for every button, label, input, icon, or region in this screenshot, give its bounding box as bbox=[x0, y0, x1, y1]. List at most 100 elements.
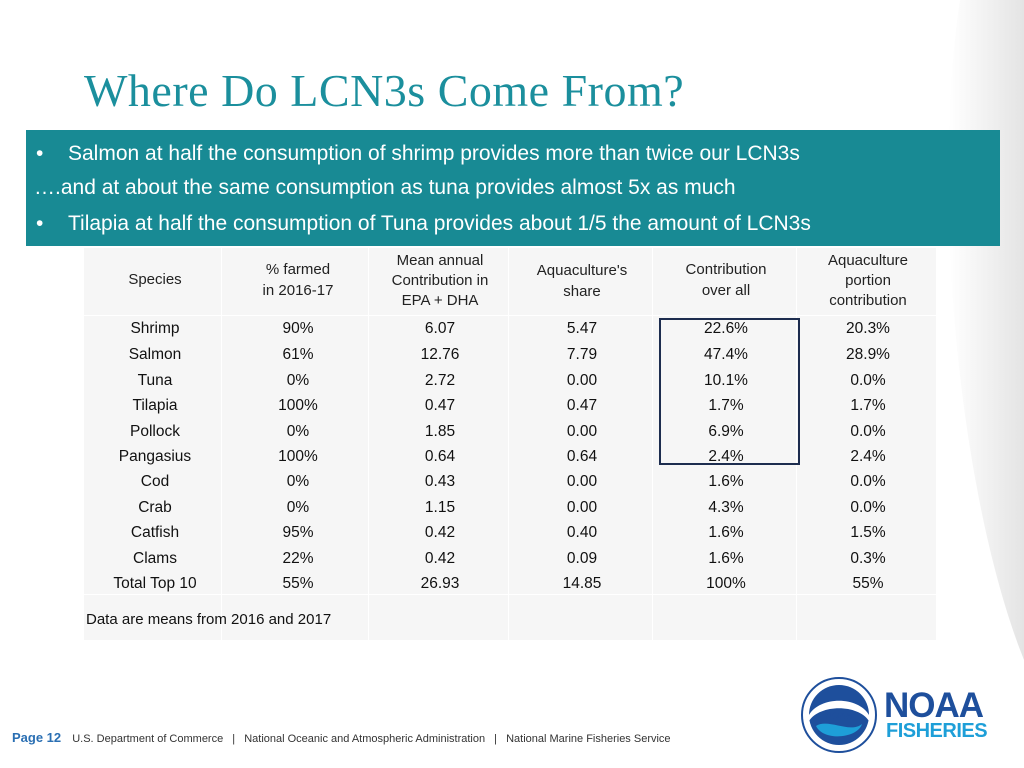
footer: Page 12 U.S. Department of Commerce | Na… bbox=[12, 730, 671, 745]
table-cell: 0.40 bbox=[566, 524, 598, 541]
table-cell: 0.00 bbox=[566, 499, 598, 516]
table-cell: 0.00 bbox=[566, 372, 598, 389]
table-note: Data are means from 2016 and 2017 bbox=[86, 611, 332, 628]
column-header: over all bbox=[701, 282, 751, 299]
table-cell: 0.43 bbox=[424, 473, 456, 490]
species-cell: Shrimp bbox=[130, 320, 180, 337]
column-header: Aquaculture bbox=[827, 252, 909, 269]
table-cell: 2.4% bbox=[850, 448, 886, 465]
column-header: Species bbox=[128, 271, 182, 288]
noaa-seal-icon: NOAA bbox=[801, 677, 877, 753]
species-cell: Pangasius bbox=[118, 448, 192, 465]
species-cell: Crab bbox=[138, 499, 172, 516]
table-cell: 1.5% bbox=[850, 524, 886, 541]
bullet-text: Tilapia at half the consumption of Tuna … bbox=[68, 212, 811, 235]
page-number: Page 12 bbox=[12, 730, 62, 745]
column-header: Mean annual bbox=[396, 252, 484, 269]
table-cell: 90% bbox=[282, 320, 314, 337]
table-cell: 22.6% bbox=[704, 320, 748, 337]
table-cell: 28.9% bbox=[846, 346, 890, 363]
table-cell: 1.15 bbox=[424, 499, 456, 516]
seal-text: NOAA bbox=[826, 711, 853, 721]
table-cell: 12.76 bbox=[420, 346, 460, 363]
table-cell: 0.0% bbox=[850, 372, 886, 389]
column-header: Contribution in bbox=[391, 272, 489, 289]
bullet-marker: • bbox=[36, 212, 44, 235]
table-cell: 0.09 bbox=[566, 550, 598, 567]
bullet-marker: • bbox=[36, 142, 44, 165]
table-cell: 0.0% bbox=[850, 473, 886, 490]
column-header: share bbox=[563, 283, 601, 300]
table-cell: 0% bbox=[286, 372, 310, 389]
table-cell: 0.3% bbox=[850, 550, 886, 567]
noaa-wordmark: NOAA bbox=[884, 686, 984, 725]
table-cell: 0.64 bbox=[424, 448, 456, 465]
table-cell: 22% bbox=[282, 550, 314, 567]
species-cell: Clams bbox=[133, 550, 177, 567]
table-cell: 0.64 bbox=[566, 448, 598, 465]
column-header: contribution bbox=[829, 292, 907, 309]
footer-separator: | bbox=[494, 733, 498, 745]
table-cell: 10.1% bbox=[704, 372, 748, 389]
footer-noaa: National Oceanic and Atmospheric Adminis… bbox=[244, 733, 486, 745]
table-cell: 6.9% bbox=[708, 423, 744, 440]
table-cell: 6.07 bbox=[424, 320, 456, 337]
column-header: Contribution bbox=[685, 261, 767, 278]
table-cell: 0% bbox=[286, 423, 310, 440]
table-cell: 1.7% bbox=[850, 397, 886, 414]
column-header: in 2016-17 bbox=[262, 282, 334, 299]
data-table bbox=[84, 248, 936, 640]
table-cell: 95% bbox=[282, 524, 314, 541]
table-cell: 20.3% bbox=[846, 320, 890, 337]
table-cell: 0.0% bbox=[850, 499, 886, 516]
column-header: Aquaculture's bbox=[536, 262, 628, 279]
slide-title: Where Do LCN3s Come From? bbox=[84, 65, 685, 116]
table-cell: 100% bbox=[706, 575, 746, 592]
species-cell: Cod bbox=[140, 473, 170, 490]
table-cell: 2.4% bbox=[708, 448, 744, 465]
table-cell: 1.6% bbox=[708, 473, 744, 490]
table-cell: 1.6% bbox=[708, 524, 744, 541]
table-cell: 4.3% bbox=[708, 499, 744, 516]
table-cell: 0.47 bbox=[424, 397, 456, 414]
bullet-text: ….and at about the same consumption as t… bbox=[34, 176, 736, 199]
table-cell: 61% bbox=[282, 346, 314, 363]
table-cell: 0% bbox=[286, 499, 310, 516]
column-header: % farmed bbox=[265, 261, 331, 278]
table-cell: 55% bbox=[852, 575, 884, 592]
table-cell: 0% bbox=[286, 473, 310, 490]
table-cell: 5.47 bbox=[566, 320, 598, 337]
column-header: EPA + DHA bbox=[401, 292, 479, 309]
table-cell: 7.79 bbox=[566, 346, 598, 363]
table-cell: 0.00 bbox=[566, 473, 598, 490]
species-cell: Total Top 10 bbox=[113, 575, 197, 592]
table-cell: 0.00 bbox=[566, 423, 598, 440]
table-cell: 47.4% bbox=[704, 346, 748, 363]
species-cell: Catfish bbox=[130, 524, 180, 541]
table-cell: 14.85 bbox=[562, 575, 602, 592]
table-cell: 100% bbox=[278, 397, 318, 414]
column-header: portion bbox=[845, 272, 891, 289]
table-cell: 0.42 bbox=[424, 550, 456, 567]
species-cell: Tuna bbox=[137, 372, 173, 389]
table-cell: 55% bbox=[282, 575, 314, 592]
highlight-box bbox=[659, 318, 800, 465]
bullet-text: Salmon at half the consumption of shrimp… bbox=[68, 142, 800, 165]
footer-dept: U.S. Department of Commerce bbox=[72, 733, 224, 745]
species-cell: Tilapia bbox=[132, 397, 178, 414]
table-cell: 0.47 bbox=[566, 397, 598, 414]
table-cell: 0.42 bbox=[424, 524, 456, 541]
species-cell: Pollock bbox=[130, 423, 180, 440]
species-cell: Salmon bbox=[128, 346, 182, 363]
table-cell: 100% bbox=[278, 448, 318, 465]
table-cell: 0.0% bbox=[850, 423, 886, 440]
footer-separator: | bbox=[232, 733, 236, 745]
fisheries-wordmark: FISHERIES bbox=[886, 720, 988, 742]
table-cell: 1.6% bbox=[708, 550, 744, 567]
footer-nmfs: National Marine Fisheries Service bbox=[506, 733, 671, 745]
table-cell: 1.85 bbox=[424, 423, 456, 440]
summary-banner: • Salmon at half the consumption of shri… bbox=[26, 130, 1000, 246]
table-cell: 1.7% bbox=[708, 397, 744, 414]
table-cell: 26.93 bbox=[420, 575, 460, 592]
table-cell: 2.72 bbox=[424, 372, 456, 389]
